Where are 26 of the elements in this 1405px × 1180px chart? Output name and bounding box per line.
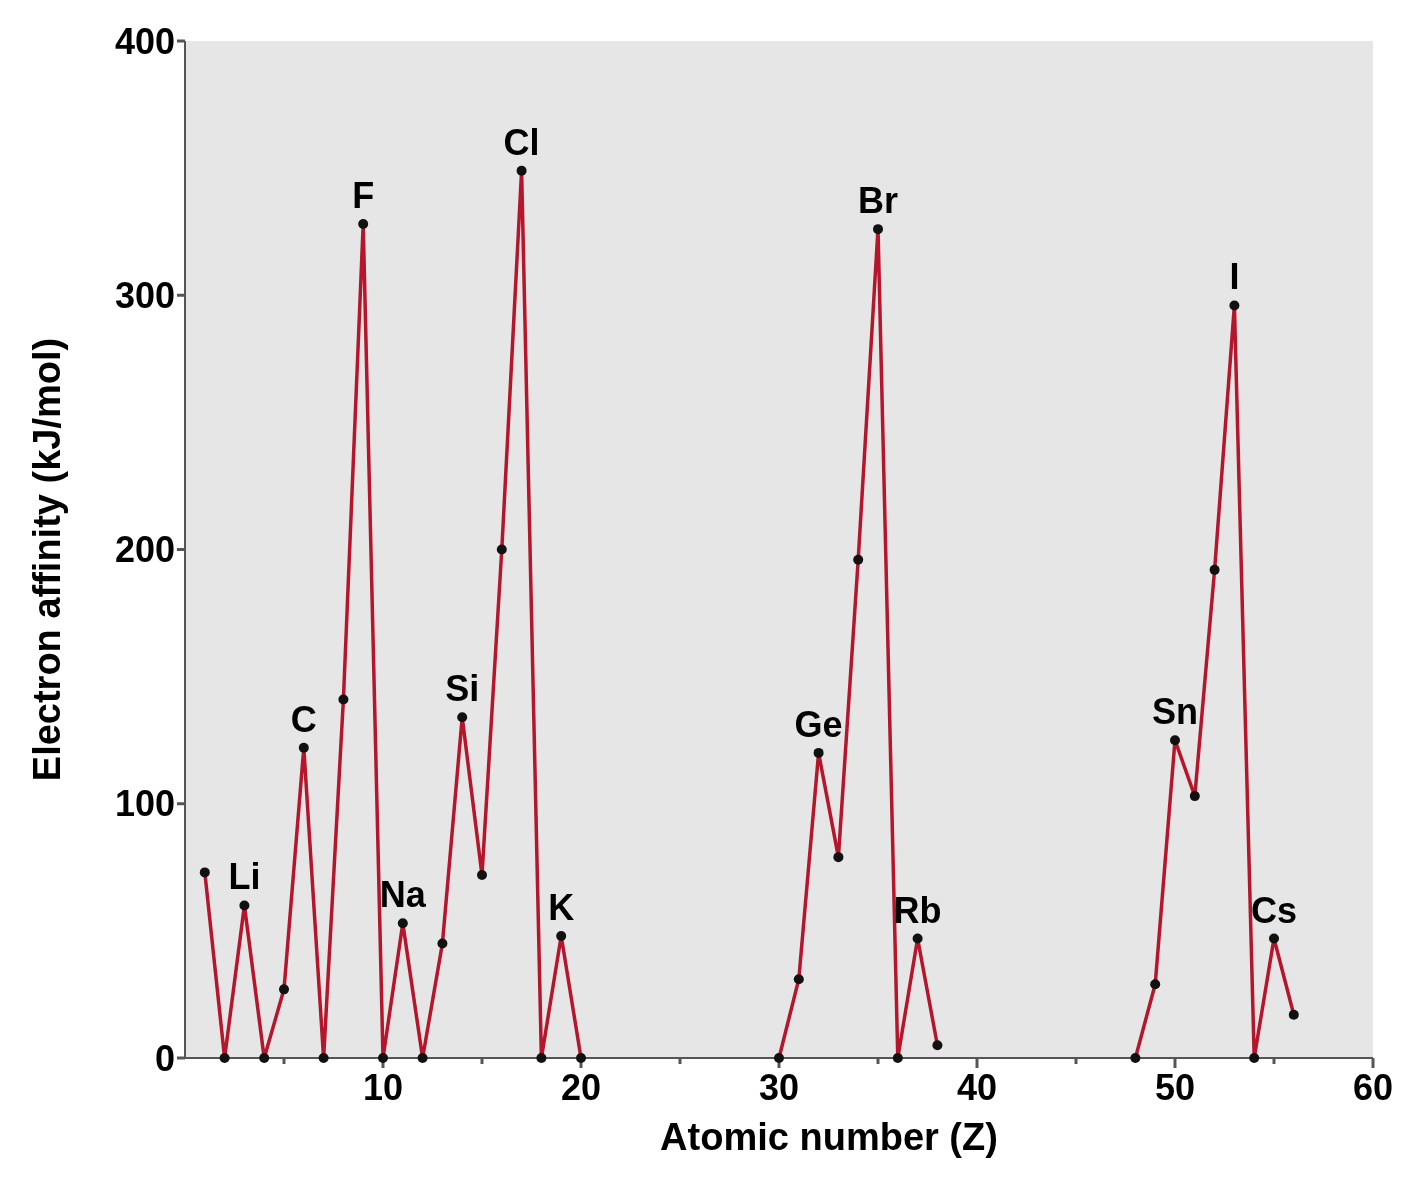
annotation: Cl bbox=[503, 121, 540, 163]
y-tick-label: 200 bbox=[114, 529, 175, 571]
y-tick-label: 0 bbox=[154, 1037, 175, 1079]
y-tick-label: 400 bbox=[114, 20, 175, 62]
annotation: Na bbox=[379, 874, 427, 916]
annotation: Cs bbox=[1250, 889, 1298, 931]
y-axis-title: Electron affinity (kJ/mol) bbox=[26, 337, 68, 782]
annotation: Ge bbox=[794, 703, 843, 745]
annotation: Li bbox=[228, 856, 261, 898]
annotation: I bbox=[1229, 256, 1240, 298]
x-tick-label: 50 bbox=[1154, 1067, 1196, 1108]
annotation: Si bbox=[445, 668, 480, 710]
annotation: F bbox=[352, 175, 375, 217]
annotation: Rb bbox=[893, 889, 942, 931]
x-tick-label: 60 bbox=[1352, 1067, 1394, 1108]
x-axis-title: Atomic number (Z) bbox=[660, 1116, 998, 1158]
annotation: Sn bbox=[1151, 691, 1199, 733]
x-tick-label: 20 bbox=[560, 1067, 602, 1108]
x-tick-label: 30 bbox=[758, 1067, 800, 1108]
x-tick-label: 10 bbox=[362, 1067, 404, 1108]
y-tick-label: 300 bbox=[114, 274, 175, 316]
annotation: Br bbox=[857, 180, 899, 222]
y-tick-label: 100 bbox=[114, 783, 175, 825]
annotation: C bbox=[290, 698, 317, 740]
x-tick-label: 40 bbox=[956, 1067, 998, 1108]
annotation: K bbox=[548, 886, 575, 928]
